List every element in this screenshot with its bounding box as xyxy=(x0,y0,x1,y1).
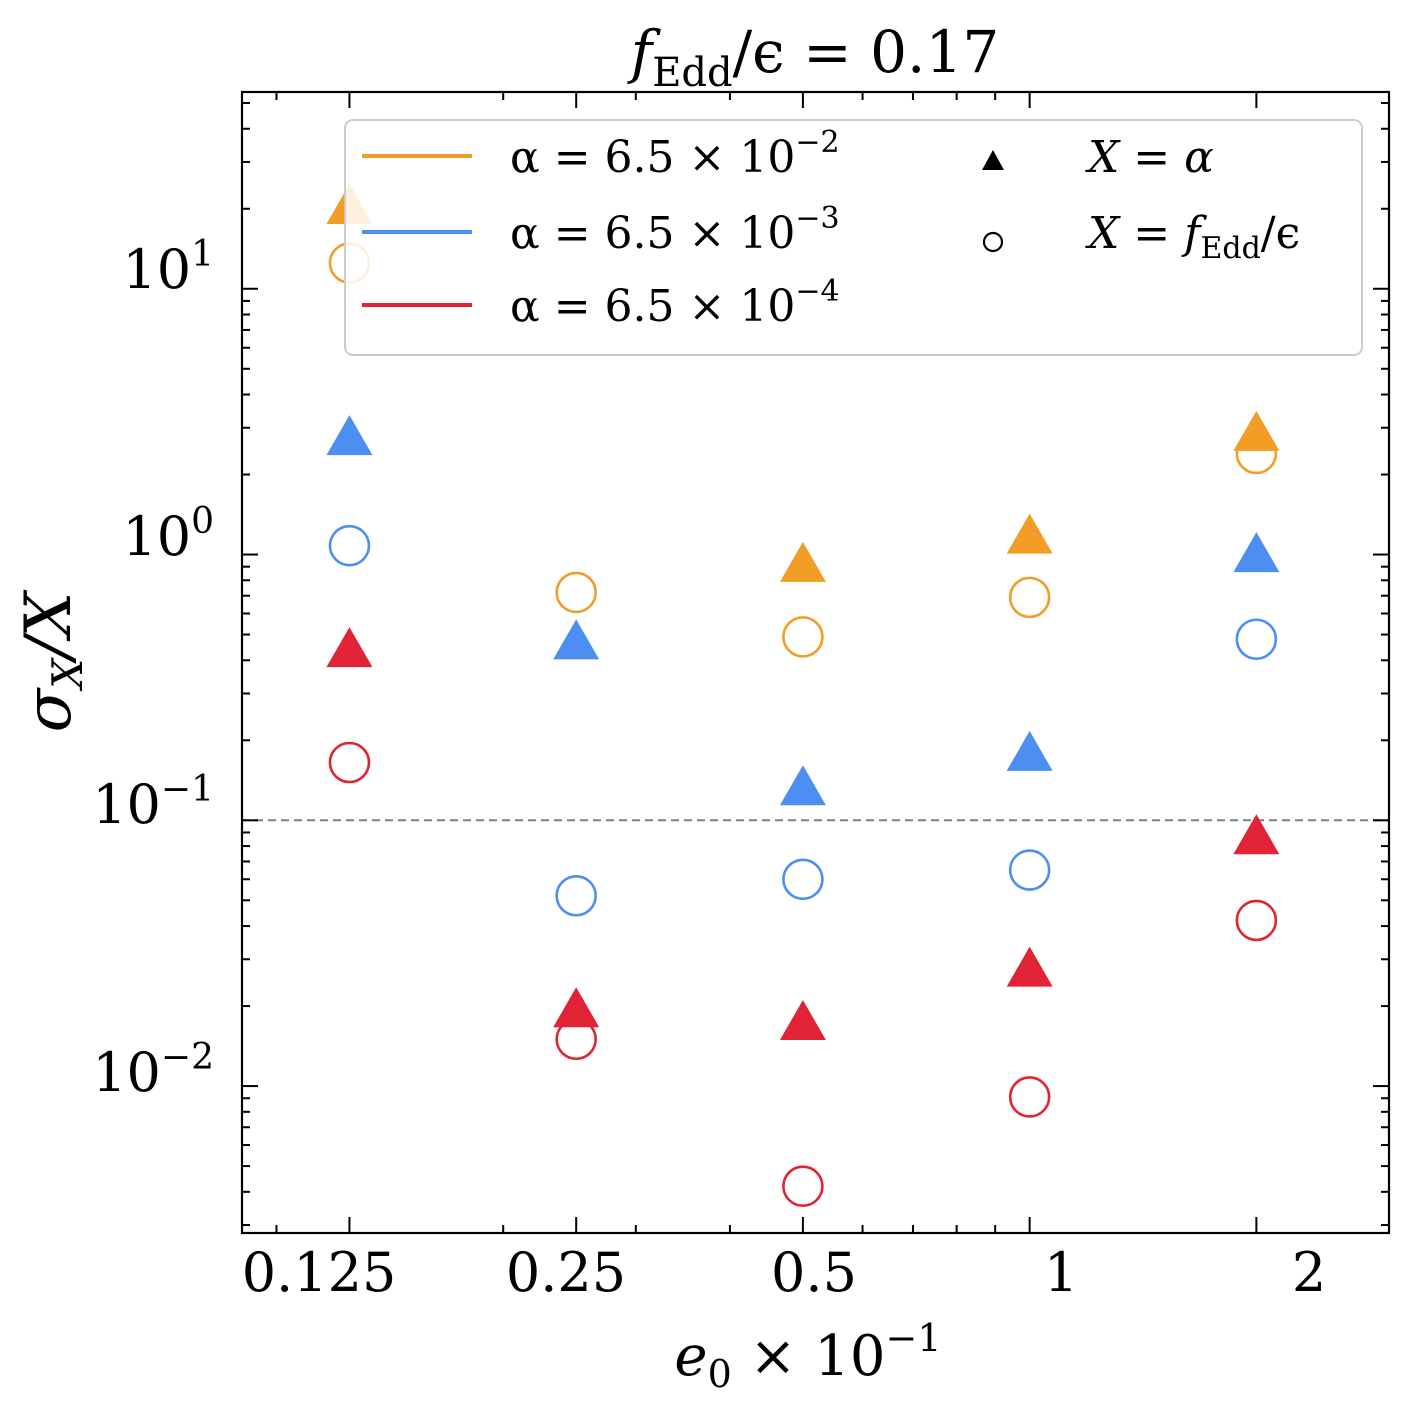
triangle-marker xyxy=(1233,814,1280,855)
triangle-marker xyxy=(1006,513,1053,554)
minor-ticks xyxy=(242,92,1389,1233)
legend: α = 6.5 × 10−2 α = 6.5 × 10−3 α = 6.5 × … xyxy=(344,119,1363,356)
y-tick-label: 10−2 xyxy=(92,1037,214,1104)
circle-marker xyxy=(555,874,597,917)
chart-title: fEdd/ϵ = 0.17 xyxy=(627,18,1000,96)
circle-marker xyxy=(1008,849,1051,891)
x-tick-label: 2 xyxy=(1292,1241,1326,1304)
y-axis-label: σX/X xyxy=(12,589,92,732)
y-tick-label: 101 xyxy=(122,234,214,301)
triangle-marker xyxy=(553,987,600,1028)
triangle-marker xyxy=(1233,532,1280,573)
triangle-marker xyxy=(1006,946,1053,987)
circle-marker xyxy=(782,616,824,658)
legend-label: α = 6.5 × 10−2 xyxy=(510,125,840,183)
circle-marker xyxy=(1008,576,1051,619)
triangle-marker xyxy=(553,619,600,660)
x-tick-label: 0.125 xyxy=(242,1241,397,1304)
triangle-marker xyxy=(326,415,373,456)
circle-marker xyxy=(328,524,371,567)
circle-marker xyxy=(328,741,371,784)
y-tick-label: 100 xyxy=(122,501,214,568)
legend-box xyxy=(344,119,1363,356)
circle-marker xyxy=(1235,432,1278,475)
x-axis-label: e0 × 10−1 xyxy=(674,1316,941,1396)
circle-marker xyxy=(555,571,597,614)
circle-marker xyxy=(555,1018,597,1061)
circle-marker xyxy=(1235,618,1278,661)
circle-marker xyxy=(782,858,824,901)
legend-circle-icon xyxy=(982,231,1004,253)
legend-label: α = 6.5 × 10−4 xyxy=(510,274,840,332)
triangle-marker xyxy=(1233,410,1280,451)
x-tick-label: 0.5 xyxy=(771,1241,857,1304)
legend-label: X = fEdd/ϵ xyxy=(1085,208,1300,266)
legend-label: X = α xyxy=(1085,132,1214,183)
major-ticks xyxy=(242,92,1389,1233)
triangle-marker xyxy=(779,541,826,582)
triangle-marker xyxy=(779,765,826,806)
legend-triangle-icon xyxy=(982,150,1004,170)
x-tick-label: 1 xyxy=(1044,1241,1078,1304)
circle-marker xyxy=(782,1165,824,1208)
plot-frame xyxy=(240,90,1391,1235)
circle-marker xyxy=(1235,899,1278,942)
triangle-marker xyxy=(1006,730,1053,771)
circle-marker xyxy=(1008,1076,1051,1118)
x-tick-label: 0.25 xyxy=(506,1241,626,1304)
triangle-marker xyxy=(326,627,373,668)
y-tick-label: 10−1 xyxy=(92,769,214,836)
legend-label: α = 6.5 × 10−3 xyxy=(510,201,840,259)
triangle-marker xyxy=(779,1000,826,1041)
